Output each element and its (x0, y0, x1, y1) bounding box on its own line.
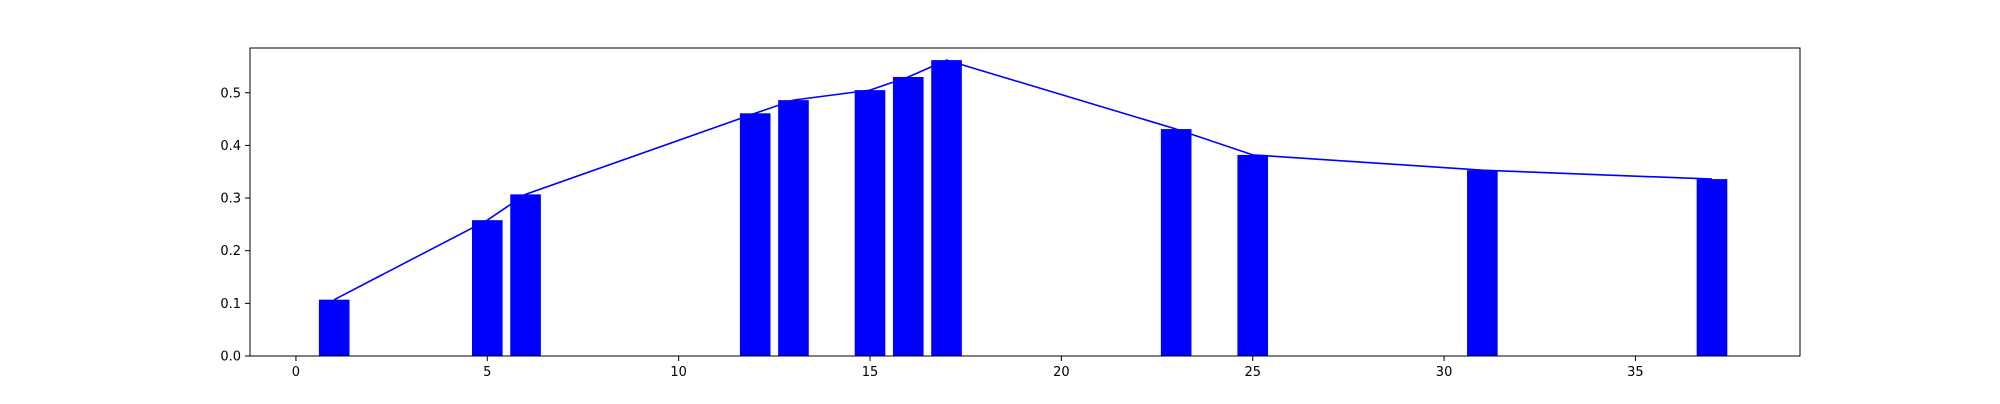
x-tick-label: 15 (862, 365, 879, 380)
bar (931, 60, 962, 357)
x-tick-label: 20 (1053, 365, 1070, 380)
bar (892, 76, 924, 357)
line-layer (333, 59, 1713, 301)
bar (510, 194, 541, 356)
bar (1160, 129, 1192, 356)
x-tick-label: 0 (292, 365, 300, 380)
y-tick-label: 0.1 (220, 297, 241, 312)
bar (1237, 154, 1269, 356)
y-tick-label: 0.0 (220, 350, 241, 365)
bar (1696, 179, 1728, 356)
x-tick-label: 25 (1244, 365, 1261, 380)
x-tick-label: 30 (1436, 365, 1453, 380)
bar (1467, 170, 1498, 356)
x-tick-label: 10 (670, 365, 687, 380)
bars-layer (318, 60, 1728, 357)
y-tick-label: 0.3 (220, 192, 241, 207)
bar (739, 113, 771, 356)
x-tick-label: 35 (1627, 365, 1644, 380)
plot-frame (249, 47, 1801, 357)
x-axis: 0 5 10 15 20 25 30 35 (292, 356, 1644, 380)
x-tick-label: 5 (483, 365, 491, 380)
y-tick-label: 0.5 (220, 86, 241, 101)
series-line (333, 59, 1713, 301)
bar (778, 100, 809, 357)
y-tick-label: 0.2 (220, 244, 241, 259)
y-axis: 0.0 0.1 0.2 0.3 0.4 0.5 (220, 86, 250, 365)
bar (318, 299, 350, 356)
y-tick-label: 0.4 (220, 139, 241, 154)
bar (854, 90, 886, 357)
bar (471, 220, 503, 356)
